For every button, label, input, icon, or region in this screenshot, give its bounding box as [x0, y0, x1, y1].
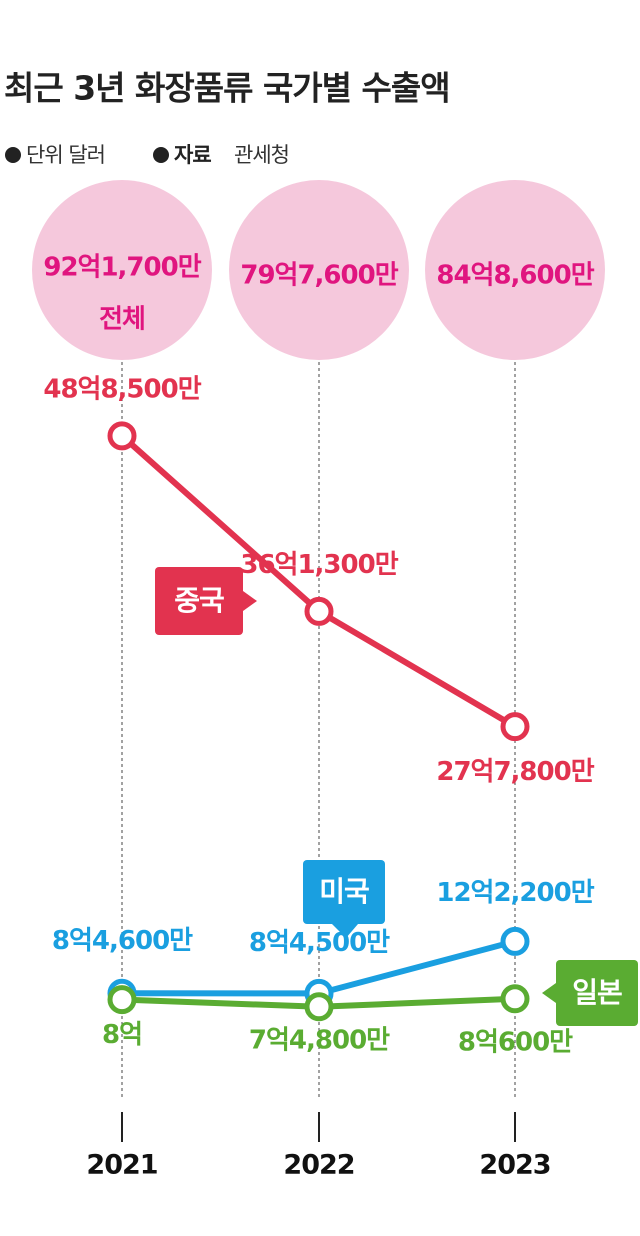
- total-label: 79억7,600만: [240, 261, 398, 291]
- legend-label: 일본: [572, 976, 622, 1009]
- data-point: [304, 992, 334, 1022]
- total-name: 전체: [99, 305, 145, 335]
- value-label: 36억1,300만: [240, 550, 398, 580]
- legend-box: [155, 567, 243, 635]
- legend-pointer: [243, 591, 257, 611]
- data-point: [500, 984, 530, 1014]
- value-label: 8억4,600만: [52, 926, 193, 956]
- data-point: [500, 712, 530, 742]
- total-label: 84억8,600만: [436, 261, 594, 291]
- value-label: 27억7,800만: [436, 757, 594, 787]
- unit-note: 단위 달러: [26, 143, 105, 167]
- x-tick-label: 2023: [479, 1150, 550, 1181]
- value-label: 8억600만: [458, 1027, 573, 1057]
- data-point: [304, 596, 334, 626]
- chart-title: 최근 3년 화장품류 국가별 수출액: [4, 69, 450, 108]
- bullet: [5, 147, 21, 163]
- legend-label: 중국: [174, 584, 224, 617]
- x-tick-label: 2022: [283, 1150, 354, 1181]
- source: 관세청: [234, 143, 289, 167]
- value-label: 48억8,500만: [43, 374, 201, 404]
- total-bubble: [229, 180, 409, 360]
- legend-pointer: [542, 983, 556, 1003]
- legend-label: 미국: [319, 875, 369, 908]
- value-label: 7억4,800만: [249, 1025, 390, 1055]
- data-point: [107, 985, 137, 1015]
- legend-box: [556, 960, 638, 1026]
- legend-box: [303, 860, 385, 924]
- bullet: [153, 147, 169, 163]
- source-label: 자료: [174, 143, 211, 167]
- x-tick-label: 2021: [86, 1150, 157, 1181]
- legend-pointer: [332, 924, 358, 938]
- value-label: 8억: [102, 1020, 142, 1050]
- total-bubble: [425, 180, 605, 360]
- value-label: 8억4,500만: [249, 928, 390, 958]
- total-label: 92억1,700만: [43, 253, 201, 283]
- total-bubble: [32, 180, 212, 360]
- value-label: 12억2,200만: [436, 878, 594, 908]
- data-point: [500, 926, 530, 956]
- data-point: [107, 421, 137, 451]
